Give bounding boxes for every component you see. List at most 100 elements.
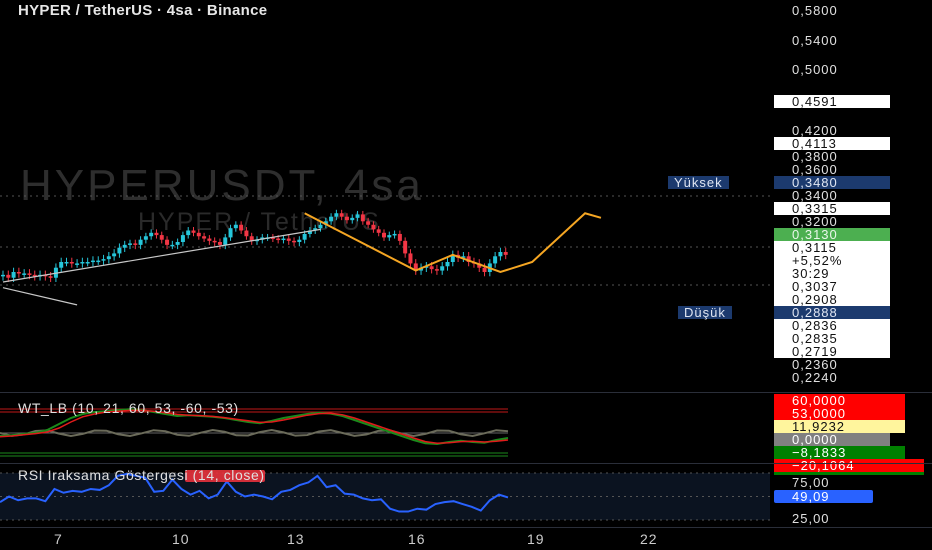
price-level-label: 0,2719 [774, 345, 890, 358]
price-tick-label: 0,3800 [792, 149, 838, 164]
candle-body [133, 243, 138, 245]
candle-body [339, 213, 344, 217]
candle-body [196, 232, 201, 237]
candle-body [397, 233, 402, 241]
candle-body [366, 221, 371, 225]
candle-body [440, 266, 445, 271]
candle-body [286, 238, 291, 241]
pane-separator[interactable] [0, 463, 932, 464]
chart-title: HYPER / TetherUS · 4sa · Binance [18, 2, 268, 19]
candle-body [477, 263, 482, 268]
candle-body [75, 263, 80, 265]
wt-pane-title[interactable]: WT_LB (10, 21, 60, 53, -60, -53) [18, 400, 239, 416]
time-tick-label: 7 [54, 531, 63, 547]
candle-body [292, 240, 297, 243]
price-level-label: 0,3037 [774, 280, 890, 293]
wt2-line [0, 409, 509, 444]
candle-body [445, 262, 450, 267]
low-value: 0,2888 [774, 306, 890, 319]
candle-body [503, 252, 508, 255]
last-price-label: 0,3130 [774, 228, 890, 241]
price-level-label: 0,4113 [774, 137, 890, 150]
time-tick-label: 10 [172, 531, 190, 547]
price-tick-label: 0,2240 [792, 370, 838, 385]
pane-separator[interactable] [0, 392, 932, 393]
price-level-label: 0,4591 [774, 95, 890, 108]
candle-body [217, 242, 222, 245]
rsi-tick-label: 75,00 [792, 475, 830, 490]
wt-value-label: 0,0000 [774, 433, 890, 446]
price-tick-label: 0,5400 [792, 33, 838, 48]
wt-value-label: −20,1064 [774, 459, 924, 472]
candle-body [175, 242, 180, 245]
candle-body [323, 221, 328, 225]
candle-body [69, 262, 74, 264]
candle-body [392, 233, 397, 236]
candle-body [64, 262, 69, 264]
price-tick-label: 0,5000 [792, 62, 838, 77]
candle-body [11, 272, 16, 278]
candle-body [307, 230, 312, 234]
candle-body [186, 230, 191, 236]
candle-body [96, 260, 101, 263]
bear-divergence-tag [185, 470, 265, 482]
candle-body [207, 238, 212, 241]
pane-separator[interactable] [0, 527, 932, 528]
candle-body [149, 232, 154, 237]
high-tag: Yüksek [668, 176, 729, 189]
rsi-line [0, 472, 509, 513]
candle-body [434, 269, 439, 271]
current-countdown: 30:29 [792, 266, 830, 281]
price-level-label: 0,3315 [774, 202, 890, 215]
candle-body [408, 253, 413, 264]
candle-body [43, 274, 48, 277]
candle-body [32, 274, 37, 277]
candle-body [180, 235, 185, 242]
price-level-label: 0,2835 [774, 332, 890, 345]
candle-body [212, 240, 217, 243]
time-tick-label: 19 [527, 531, 545, 547]
candle-body [302, 233, 307, 240]
wt-value-label: 60,0000 [774, 394, 905, 407]
time-tick-label: 13 [287, 531, 305, 547]
candle-body [170, 244, 175, 247]
wt-value-label: 11,9232 [774, 420, 905, 433]
candle-body [334, 213, 339, 217]
candle-body [59, 262, 64, 268]
time-tick-label: 22 [640, 531, 658, 547]
candle-body [223, 237, 228, 245]
price-tick-label: 0,3400 [792, 188, 838, 203]
candle-body [16, 272, 21, 274]
wt-value-label: 53,0000 [774, 407, 905, 420]
candle-body [344, 216, 349, 221]
candle-body [165, 239, 170, 245]
wt-value-label-cut [774, 472, 924, 475]
candle-body [498, 252, 503, 257]
price-tick-label: 0,3600 [792, 162, 838, 177]
candle-body [270, 237, 275, 239]
watermark-symbol: HYPERUSDT, 4sa [20, 161, 424, 210]
rsi-tick-label: 25,00 [792, 511, 830, 526]
rsi-pane-title[interactable]: RSI Iraksama Göstergesi (14, close) [18, 467, 265, 483]
wt-histogram-line [0, 428, 509, 438]
candle-body [106, 256, 111, 260]
candle-body [387, 235, 392, 238]
candle-body [413, 263, 418, 271]
current-price: 0,3115 [792, 240, 837, 255]
zigzag-projection [304, 212, 602, 274]
candle-body [482, 267, 487, 272]
candle-body [382, 232, 386, 238]
candle-body [1, 274, 5, 277]
candle-body [48, 276, 53, 278]
candle-body [128, 243, 132, 245]
wt-value-label: −8,1833 [774, 446, 905, 459]
candle-body [450, 254, 455, 262]
candle-body [493, 256, 498, 264]
candle-body [202, 236, 207, 239]
price-tick-label: 0,4200 [792, 123, 838, 138]
price-level-label: 0,2908 [774, 293, 890, 306]
candle-body [154, 232, 159, 236]
candle-body [80, 262, 85, 264]
candle-body [112, 253, 117, 257]
